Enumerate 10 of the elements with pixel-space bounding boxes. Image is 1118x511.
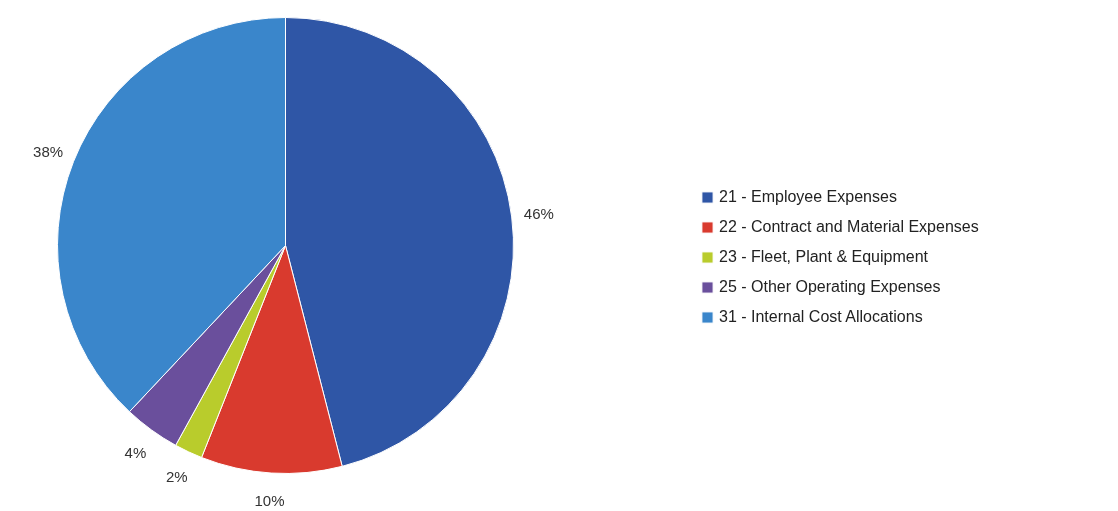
legend-label: 21 - Employee Expenses: [719, 188, 897, 206]
data-label: 46%: [523, 204, 554, 222]
legend-label: 25 - Other Operating Expenses: [719, 278, 941, 296]
data-label: 2%: [165, 468, 188, 486]
data-label: 38%: [33, 143, 64, 160]
data-label: 4%: [124, 443, 147, 461]
legend-label: 31 - Internal Cost Allocations: [719, 308, 923, 326]
legend-label: 22 - Contract and Material Expenses: [719, 218, 979, 236]
data-label: 10%: [254, 491, 285, 509]
legend-label: 23 - Fleet, Plant & Equipment: [719, 248, 928, 266]
